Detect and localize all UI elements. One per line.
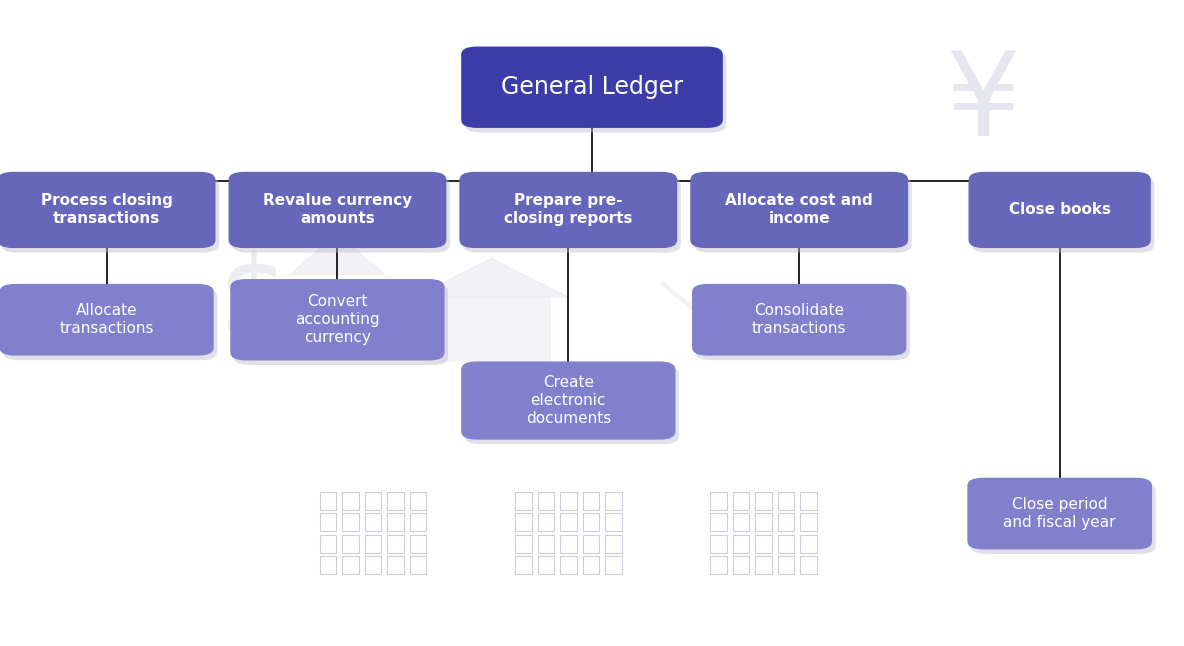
Text: $: $: [219, 250, 290, 357]
FancyBboxPatch shape: [0, 172, 215, 248]
FancyBboxPatch shape: [1, 176, 219, 253]
FancyBboxPatch shape: [229, 172, 446, 248]
FancyBboxPatch shape: [690, 172, 908, 248]
FancyBboxPatch shape: [432, 297, 551, 362]
Text: Consolidate
transactions: Consolidate transactions: [752, 303, 847, 337]
FancyBboxPatch shape: [691, 284, 907, 355]
FancyBboxPatch shape: [461, 47, 722, 128]
FancyBboxPatch shape: [232, 176, 450, 253]
Text: Allocate
transactions: Allocate transactions: [59, 303, 154, 337]
Polygon shape: [414, 258, 568, 297]
Text: Process closing
transactions: Process closing transactions: [40, 193, 173, 227]
FancyBboxPatch shape: [233, 284, 448, 365]
FancyBboxPatch shape: [463, 176, 681, 253]
Text: Create
electronic
documents: Create electronic documents: [526, 375, 611, 426]
Text: Revalue currency
amounts: Revalue currency amounts: [263, 193, 412, 227]
FancyBboxPatch shape: [972, 176, 1154, 253]
Circle shape: [304, 195, 371, 231]
Text: General Ledger: General Ledger: [501, 75, 683, 99]
FancyBboxPatch shape: [461, 362, 675, 439]
Text: ¥: ¥: [945, 46, 1021, 161]
FancyBboxPatch shape: [969, 172, 1151, 248]
FancyBboxPatch shape: [464, 51, 726, 132]
Text: Allocate cost and
income: Allocate cost and income: [726, 193, 873, 227]
FancyBboxPatch shape: [2, 288, 218, 360]
FancyBboxPatch shape: [971, 482, 1156, 554]
FancyBboxPatch shape: [464, 366, 678, 444]
FancyBboxPatch shape: [230, 279, 444, 360]
FancyBboxPatch shape: [0, 284, 213, 355]
Text: Close books: Close books: [1009, 202, 1111, 218]
FancyBboxPatch shape: [696, 288, 910, 360]
Text: Close period
and fiscal year: Close period and fiscal year: [1003, 497, 1117, 530]
Text: Prepare pre-
closing reports: Prepare pre- closing reports: [504, 193, 632, 227]
FancyBboxPatch shape: [694, 176, 912, 253]
Polygon shape: [290, 234, 385, 275]
Text: Convert
accounting
currency: Convert accounting currency: [295, 295, 380, 345]
FancyBboxPatch shape: [967, 478, 1152, 549]
FancyBboxPatch shape: [459, 172, 677, 248]
